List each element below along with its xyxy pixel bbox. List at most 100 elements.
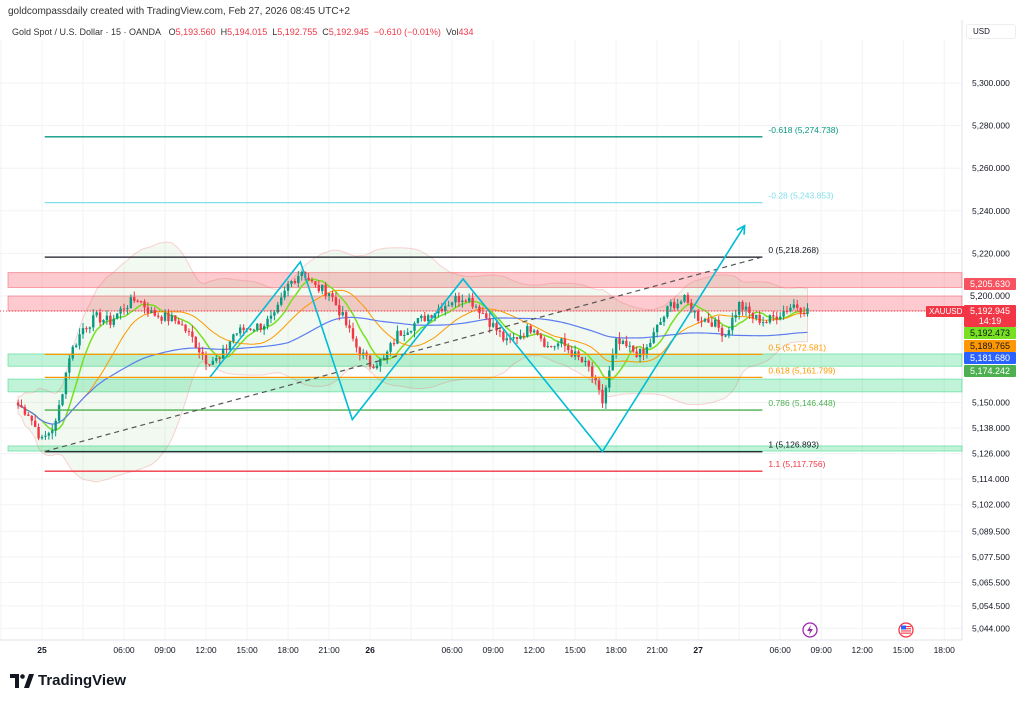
candle-body (550, 346, 553, 348)
candle-body (707, 319, 710, 323)
time-tick-label: 26 (365, 645, 375, 655)
candle-body (778, 316, 782, 320)
candle-body (375, 365, 379, 369)
candle-body (751, 313, 755, 319)
us-flag-event-icon[interactable] (898, 622, 914, 638)
candle-body (758, 314, 761, 323)
candle-body (560, 338, 563, 344)
price-tick-label: 5,102.000 (972, 500, 1010, 510)
candle-body (621, 340, 625, 344)
candle-body (796, 304, 799, 308)
volume-value: 434 (458, 27, 474, 37)
candle-body (129, 297, 133, 309)
arrow-head-icon (736, 224, 746, 235)
candle-body (409, 330, 413, 333)
candle-body (502, 331, 505, 341)
candle-body (239, 327, 242, 334)
candle-body (187, 331, 191, 333)
candle-body (115, 313, 119, 319)
candle-body (201, 352, 204, 356)
candle-body (403, 335, 406, 337)
fib-level-label: -0.28 (5,243.853) (768, 191, 833, 201)
price-badge: 5,174.242 (964, 365, 1016, 377)
high-value: 5,194.015 (227, 27, 268, 37)
candle-body (467, 297, 471, 302)
price-tick-label: 5,138.000 (972, 423, 1010, 433)
time-tick-label: 27 (693, 645, 703, 655)
time-tick-label: 15:00 (893, 645, 915, 655)
candle-body (608, 370, 611, 388)
candle-body (368, 355, 372, 367)
candle-body (649, 342, 652, 348)
candle-body (604, 387, 608, 404)
candle-body (81, 328, 85, 335)
candle-body (198, 347, 201, 353)
candle-body (61, 394, 64, 406)
candle-body (447, 305, 450, 307)
candle-body (594, 377, 597, 381)
candle-body (748, 306, 751, 314)
candle-body (344, 312, 348, 326)
price-badge: 5,189.765 (964, 340, 1016, 352)
candle-body (618, 338, 621, 344)
candle-body (744, 306, 748, 310)
candle-body (112, 318, 115, 325)
time-tick-label: 18:00 (277, 645, 299, 655)
close-label: C (322, 27, 329, 37)
candle-body (27, 414, 30, 416)
symbol-name[interactable]: Gold Spot / U.S. Dollar · 15 · OANDA (12, 27, 162, 37)
flag-circle (898, 622, 914, 638)
time-tick-label: 12:00 (523, 645, 545, 655)
candle-body (174, 315, 177, 321)
price-tick-label: 5,240.000 (972, 206, 1010, 216)
candle-body (693, 311, 696, 313)
lightning-event-icon[interactable] (802, 622, 818, 638)
candle-body (88, 327, 92, 329)
price-tick-label: 5,260.000 (972, 163, 1010, 173)
candle-body (775, 316, 778, 320)
candle-body (204, 355, 208, 365)
candle-body (133, 297, 136, 301)
candle-body (625, 340, 628, 347)
candle-body (714, 319, 717, 327)
candle-body (372, 366, 375, 369)
candle-body (242, 327, 245, 331)
candle-body (95, 312, 98, 316)
candle-body (539, 334, 543, 339)
candle-body (358, 347, 362, 356)
candle-body (761, 322, 765, 324)
candle-body (666, 306, 669, 317)
candle-body (348, 325, 351, 329)
zigzag-pattern (209, 225, 746, 453)
candle-body (676, 303, 679, 309)
candle-body (420, 315, 423, 319)
candle-body (379, 358, 382, 366)
candle-body (221, 348, 225, 359)
candle-body (491, 323, 495, 327)
candle-body (570, 350, 573, 357)
candle-body (755, 314, 758, 319)
candle-body (741, 301, 744, 310)
candle-body (580, 357, 584, 363)
candle-body (683, 295, 686, 302)
ma-fast-line (17, 278, 808, 432)
candle-body (208, 364, 211, 366)
candle-body (799, 307, 802, 313)
candle-body (546, 346, 549, 348)
candle-body (440, 308, 444, 312)
candle-body (259, 323, 262, 330)
candle-body (450, 302, 454, 306)
candle-body (33, 420, 37, 427)
price-tick-label: 5,300.000 (972, 78, 1010, 88)
candle-body (109, 315, 112, 325)
candle-body (792, 304, 796, 308)
time-tick-label: 18:00 (605, 645, 627, 655)
candle-body (556, 343, 560, 347)
candle-body (232, 334, 235, 342)
candle-body (597, 380, 601, 390)
candle-body (652, 332, 655, 343)
candle-body (293, 281, 297, 283)
candle-body (225, 348, 228, 350)
currency-button[interactable]: USD (966, 24, 1016, 39)
